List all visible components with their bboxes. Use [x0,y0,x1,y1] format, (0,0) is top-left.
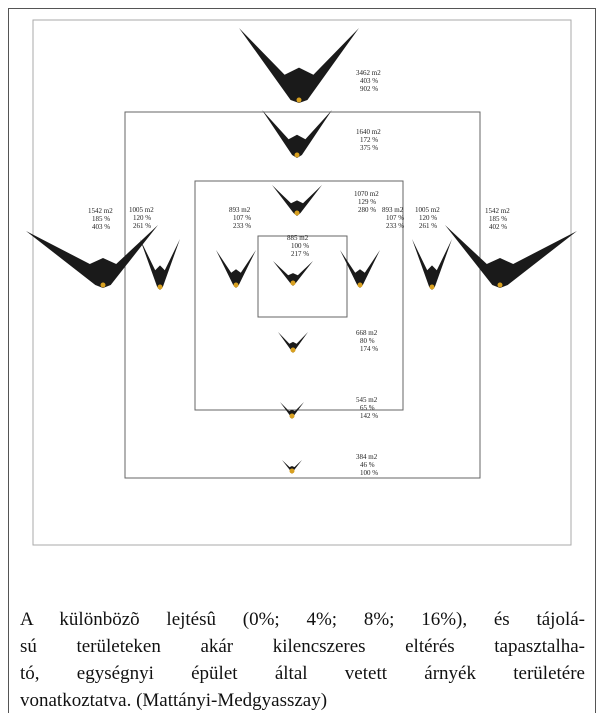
label-ratio: 80 % [360,337,375,345]
label-relative: 261 % [419,222,437,230]
label-relative: 174 % [360,345,378,353]
label-ratio: 185 % [92,215,110,223]
label-relative: 403 % [92,223,110,231]
label-area: 1640 m2 [356,128,381,136]
label-area: 545 m2 [356,396,378,404]
label-relative: 375 % [360,144,378,152]
building [290,347,296,353]
label-area: 885 m2 [287,234,309,242]
caption: A különbözõ lejtésû (0%; 4%; 8%; 16%), é… [20,606,585,714]
label-ratio: 107 % [386,214,404,222]
label-ratio: 172 % [360,136,378,144]
square-medium [194,180,404,411]
square-small [257,235,348,318]
label-ratio: 129 % [358,198,376,206]
building [100,282,106,288]
building [157,284,163,290]
label-relative: 217 % [291,250,309,258]
building [290,280,296,286]
shadow [26,225,158,288]
shadow [239,28,359,103]
caption-line: tó, egységnyi épület által vetett árnyék… [20,663,585,684]
shadow [278,332,308,353]
shadow [140,239,180,290]
label-relative: 100 % [360,469,378,477]
label-area: 3462 m2 [356,69,381,77]
shadow [412,239,452,290]
label-ratio: 185 % [489,215,507,223]
shadow [340,250,380,288]
label-area: 1070 m2 [354,190,379,198]
label-area: 384 m2 [356,453,378,461]
label-relative: 902 % [360,85,378,93]
square-large [124,111,481,479]
caption-line: A különbözõ lejtésû (0%; 4%; 8%; 16%), é… [20,609,585,630]
label-area: 668 m2 [356,329,378,337]
label-ratio: 120 % [133,214,151,222]
outer-box [32,19,572,546]
label-area: 1005 m2 [415,206,440,214]
caption-line: vonatkoztatva. (Mattányi-Medgyasszay) [20,690,328,711]
label-ratio: 100 % [291,242,309,250]
building [294,210,300,216]
shadow [282,460,302,474]
shadow [216,250,256,288]
label-relative: 280 % [358,206,376,214]
building [429,284,435,290]
shadow [280,402,304,419]
label-relative: 402 % [489,223,507,231]
label-area: 1005 m2 [129,206,154,214]
building [289,468,295,474]
building [294,152,300,158]
label-ratio: 65 % [360,404,375,412]
caption-line: sú területeken akár kilencszeres eltérés… [20,636,585,657]
label-area: 1542 m2 [88,207,113,215]
building [497,282,503,288]
label-relative: 233 % [233,222,251,230]
label-ratio: 403 % [360,77,378,85]
building [289,413,295,419]
shadow [272,185,322,216]
shadow [445,225,577,288]
label-area: 1542 m2 [485,207,510,215]
label-ratio: 107 % [233,214,251,222]
label-relative: 142 % [360,412,378,420]
label-ratio: 120 % [419,214,437,222]
frame [8,8,596,713]
label-area: 893 m2 [382,206,404,214]
label-ratio: 46 % [360,461,375,469]
label-area: 893 m2 [229,206,251,214]
shadow [262,110,332,158]
label-relative: 261 % [133,222,151,230]
label-relative: 233 % [386,222,404,230]
building [296,97,302,103]
building [357,282,363,288]
shadow [273,261,313,286]
building [233,282,239,288]
